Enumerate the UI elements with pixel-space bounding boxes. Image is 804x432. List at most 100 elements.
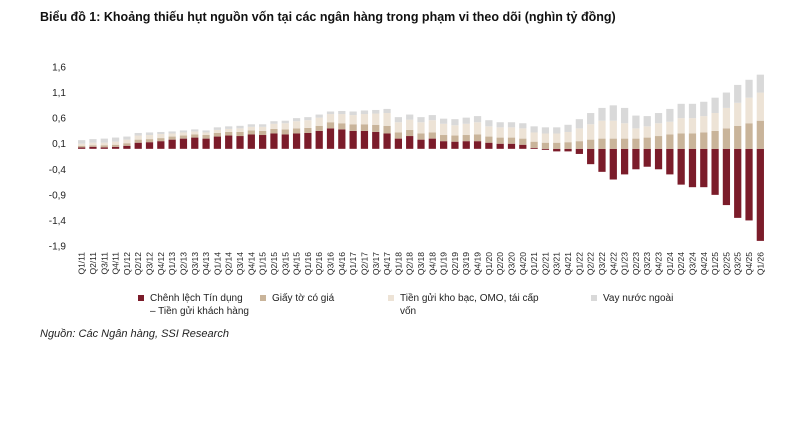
bar-segment — [100, 138, 108, 143]
bar-segment — [315, 114, 323, 118]
bar-segment — [134, 132, 142, 136]
x-tick-label: Q3/20 — [506, 252, 516, 275]
bar-segment — [530, 147, 538, 149]
x-tick-label: Q1/15 — [258, 252, 268, 275]
bar-segment — [485, 120, 493, 127]
bar-segment — [123, 139, 131, 144]
bar-segment — [587, 148, 595, 165]
bar-segment — [428, 115, 436, 121]
x-tick-label: Q4/20 — [518, 252, 528, 275]
bar-segment — [507, 137, 516, 144]
x-tick-label: Q3/23 — [642, 252, 652, 275]
bar-segment — [620, 148, 629, 175]
bar-segment — [440, 123, 448, 136]
bar-segment — [213, 129, 222, 133]
bar-segment — [564, 131, 572, 143]
bar-segment — [700, 132, 708, 149]
bar-segment — [315, 117, 323, 126]
x-tick-label: Q3/11 — [99, 252, 109, 275]
x-tick-label: Q4/15 — [292, 252, 302, 275]
bar-segment — [145, 135, 154, 140]
x-tick-label: Q3/16 — [326, 252, 336, 275]
legend-marker — [138, 295, 144, 301]
bar-segment — [654, 136, 663, 149]
bar-segment — [609, 148, 617, 180]
bar-segment — [123, 136, 131, 140]
x-tick-label: Q1/26 — [755, 252, 765, 275]
bar-segment — [202, 130, 210, 133]
x-tick-label: Q2/25 — [721, 252, 731, 275]
bar-segment — [89, 139, 97, 143]
x-tick-label: Q1/16 — [303, 252, 313, 275]
x-tick-label: Q3/24 — [687, 252, 697, 275]
bar-segment — [247, 124, 255, 127]
bar-segment — [236, 136, 244, 149]
bar-segment — [292, 118, 301, 122]
x-tick-label: Q2/18 — [405, 252, 415, 275]
x-tick-label: Q1/20 — [484, 252, 494, 275]
bar-segment — [496, 143, 504, 149]
bar-segment — [179, 132, 188, 136]
bar-segment — [609, 105, 617, 121]
bar-segment — [202, 132, 210, 136]
bar-segment — [304, 120, 312, 128]
y-tick-label: 1,6 — [52, 63, 66, 74]
bar-segment — [191, 137, 199, 149]
bar-segment — [292, 121, 301, 129]
bar-segment — [428, 132, 436, 139]
bar-segment — [157, 131, 165, 134]
bar-segment — [134, 142, 142, 149]
bar-segment — [609, 138, 617, 149]
x-tick-label: Q2/13 — [178, 252, 188, 275]
legend-item: Vay nước ngoài — [591, 292, 713, 305]
bar-segment — [530, 141, 538, 148]
bar-segment — [372, 131, 380, 149]
x-tick-label: Q1/17 — [348, 252, 358, 275]
bar-segment — [485, 136, 493, 143]
x-tick-label: Q4/21 — [563, 252, 573, 275]
bar-segment — [609, 120, 617, 139]
legend-label: Tiền gửi kho bạc, OMO, tái cấp vốn — [400, 293, 539, 317]
bar-segment — [553, 142, 561, 149]
bar-segment — [666, 148, 674, 175]
bar-segment — [507, 143, 516, 149]
bar-segment — [473, 141, 482, 149]
x-tick-label: Q4/11 — [111, 252, 121, 275]
bar-segment — [157, 133, 165, 139]
bar-segment — [700, 101, 708, 117]
x-tick-label: Q3/22 — [597, 252, 607, 275]
bar-segment — [722, 107, 731, 129]
bar-segment — [145, 142, 154, 149]
bar-segment — [598, 148, 606, 172]
x-tick-label: Q2/20 — [495, 252, 505, 275]
bar-segment — [78, 140, 86, 144]
bar-segment — [575, 128, 583, 142]
bar-segment — [111, 141, 120, 145]
bar-segment — [304, 117, 312, 121]
bar-segment — [745, 97, 753, 124]
bar-segment — [632, 138, 640, 149]
legend-label: Chênh lệch Tín dụng – Tiền gửi khách hàn… — [150, 293, 249, 317]
bar-segment — [372, 124, 380, 132]
bar-segment — [100, 145, 108, 148]
x-tick-label: Q1/23 — [620, 252, 630, 275]
bar-segment — [507, 122, 516, 128]
bar-segment — [756, 120, 764, 149]
bar-segment — [440, 118, 448, 124]
bar-segment — [677, 103, 685, 119]
bar-segment — [462, 135, 470, 142]
bar-segment — [236, 131, 244, 137]
bar-segment — [541, 148, 550, 150]
x-tick-label: Q3/19 — [461, 252, 471, 275]
bar-segment — [213, 132, 222, 137]
bar-segment — [111, 144, 120, 147]
bar-segment — [406, 114, 414, 120]
bar-segment — [406, 129, 414, 137]
bar-segment — [643, 116, 651, 127]
x-tick-label: Q1/22 — [574, 252, 584, 275]
x-tick-label: Q1/13 — [167, 252, 177, 275]
bar-segment — [620, 123, 629, 139]
bar-segment — [360, 124, 369, 131]
x-tick-label: Q1/14 — [212, 252, 222, 275]
x-tick-label: Q3/18 — [416, 252, 426, 275]
